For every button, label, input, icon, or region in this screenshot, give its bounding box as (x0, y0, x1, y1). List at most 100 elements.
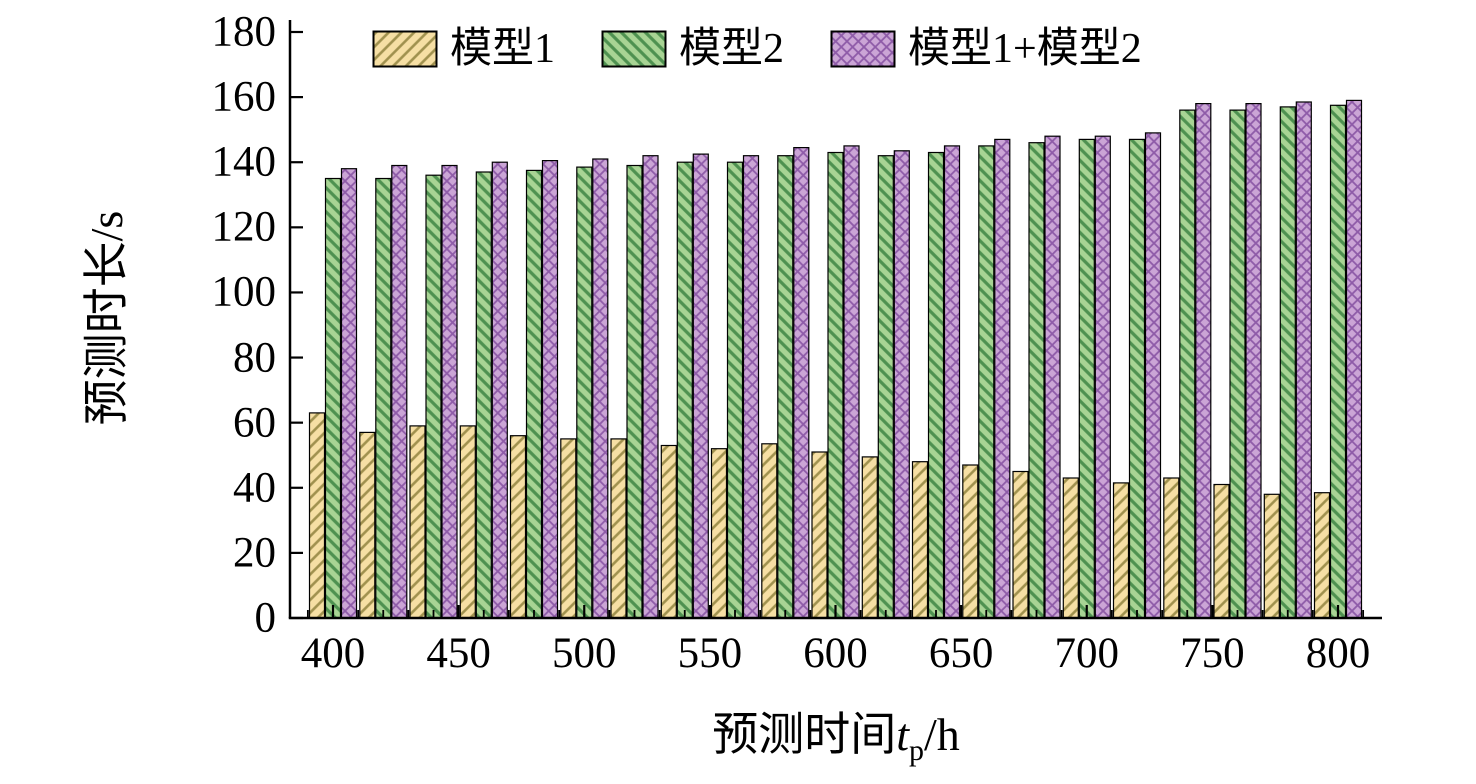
legend-label-1: 模型2 (679, 26, 785, 72)
bar-series1-x460 (475, 171, 492, 619)
bar-series0-x760 (1213, 483, 1230, 619)
legend-item-0: 模型1 (372, 28, 555, 70)
legend: 模型1 模型2 模型1+模型2 (372, 28, 1142, 70)
bar-series0-x640 (911, 461, 929, 619)
x-tick-label-650: 650 (928, 630, 994, 677)
x-tick-label-600: 600 (803, 630, 868, 677)
bar-series2-x440 (441, 164, 458, 619)
bar-series0-x600 (811, 451, 828, 619)
bar-series1-x440 (425, 174, 442, 619)
bar-series1-x620 (877, 155, 894, 619)
bar-series0-x620 (861, 456, 878, 619)
bar-series0-x460 (459, 425, 476, 619)
bar-series1-x420 (375, 177, 392, 619)
bar-series0-x400 (308, 412, 326, 619)
y-tick-label-80: 80 (233, 334, 276, 382)
bar-series0-x580 (761, 443, 778, 619)
bar-series1-x720 (1128, 138, 1146, 619)
bar-series2-x640 (943, 145, 961, 619)
bar-series2-x680 (1044, 135, 1061, 619)
bar-series0-x520 (610, 438, 627, 619)
bar-series0-x440 (409, 425, 426, 619)
bar-series1-x520 (626, 164, 643, 619)
bar-series0-x420 (359, 431, 376, 619)
bar-series1-x760 (1229, 109, 1246, 619)
bar-series2-x460 (491, 161, 508, 619)
bar-series0-x500 (560, 438, 577, 619)
bar-series2-x800 (1345, 99, 1363, 619)
bar-series0-x680 (1012, 470, 1029, 619)
x-axis-label-subscript: p (909, 734, 924, 768)
bar-series1-x580 (777, 155, 794, 619)
bar-series2-x700 (1094, 135, 1111, 619)
bar-series1-x680 (1028, 142, 1045, 619)
y-tick-label-40: 40 (233, 464, 276, 512)
bar-series1-x400 (324, 177, 342, 619)
x-axis-label-variable: t (896, 709, 909, 760)
legend-label-2: 模型1+模型2 (908, 26, 1142, 72)
bar-series1-x800 (1329, 104, 1347, 619)
legend-swatch-0 (372, 30, 438, 68)
legend-swatch-2 (830, 30, 896, 68)
bar-series1-x500 (576, 166, 593, 619)
bar-series0-x780 (1263, 493, 1280, 619)
bar-series1-x700 (1078, 138, 1095, 619)
bar-series2-x540 (692, 153, 709, 619)
x-axis-label-suffix: /h (924, 709, 960, 760)
bar-series2-x400 (340, 168, 358, 619)
bar-series2-x580 (793, 147, 810, 619)
bar-series2-x560 (742, 155, 760, 619)
bar-series0-x560 (710, 448, 728, 619)
bar-series2-x480 (541, 160, 559, 619)
y-tick-label-160: 160 (211, 73, 277, 121)
y-tick-label-120: 120 (211, 203, 277, 251)
x-axis-label-prefix: 预测时间 (712, 709, 897, 760)
y-tick-label-180: 180 (211, 8, 277, 56)
bar-series1-x780 (1279, 106, 1296, 619)
legend-label-0: 模型1 (450, 26, 556, 72)
y-tick-label-140: 140 (211, 138, 277, 186)
bar-series1-x560 (726, 161, 744, 619)
legend-swatch-1 (601, 30, 667, 68)
bar-series2-x520 (642, 155, 659, 619)
bar-series2-x760 (1245, 102, 1262, 619)
bar-series1-x640 (927, 151, 945, 619)
y-axis-label: 预测时长/s (81, 210, 132, 426)
legend-item-2: 模型1+模型2 (830, 28, 1142, 70)
bar-series0-x700 (1062, 477, 1079, 619)
bar-series0-x800 (1313, 492, 1331, 619)
bar-series1-x600 (827, 151, 844, 619)
bar-series2-x660 (994, 138, 1011, 619)
bar-series0-x480 (509, 435, 527, 619)
bar-series1-x540 (676, 161, 693, 619)
x-tick-label-450: 450 (426, 630, 491, 677)
bar-series0-x740 (1163, 477, 1180, 619)
bar-series2-x620 (893, 150, 910, 619)
bar-series1-x740 (1179, 109, 1196, 619)
legend-item-1: 模型2 (601, 28, 784, 70)
bar-series0-x660 (962, 464, 979, 619)
y-tick-label-100: 100 (211, 268, 277, 316)
x-tick-label-750: 750 (1180, 630, 1245, 677)
y-tick-label-20: 20 (233, 529, 276, 577)
bar-series2-x720 (1144, 132, 1162, 619)
x-tick-label-400: 400 (300, 630, 366, 677)
bar-series0-x720 (1112, 482, 1130, 619)
bar-series2-x420 (391, 164, 408, 619)
x-tick-label-550: 550 (677, 630, 743, 677)
bar-series1-x480 (525, 169, 543, 619)
x-axis-label: 预测时间tp/h (712, 698, 960, 768)
x-tick-label-700: 700 (1054, 630, 1120, 677)
bar-series2-x740 (1195, 102, 1212, 619)
y-tick-label-0: 0 (254, 594, 277, 642)
y-tick-label-60: 60 (233, 399, 276, 447)
x-tick-label-500: 500 (552, 630, 617, 677)
bar-series2-x500 (592, 158, 609, 619)
bar-series2-x600 (843, 145, 860, 619)
bar-series1-x660 (978, 145, 995, 619)
bar-series2-x780 (1295, 101, 1312, 619)
x-tick-label-800: 800 (1305, 630, 1371, 677)
bar-series0-x540 (660, 444, 677, 619)
